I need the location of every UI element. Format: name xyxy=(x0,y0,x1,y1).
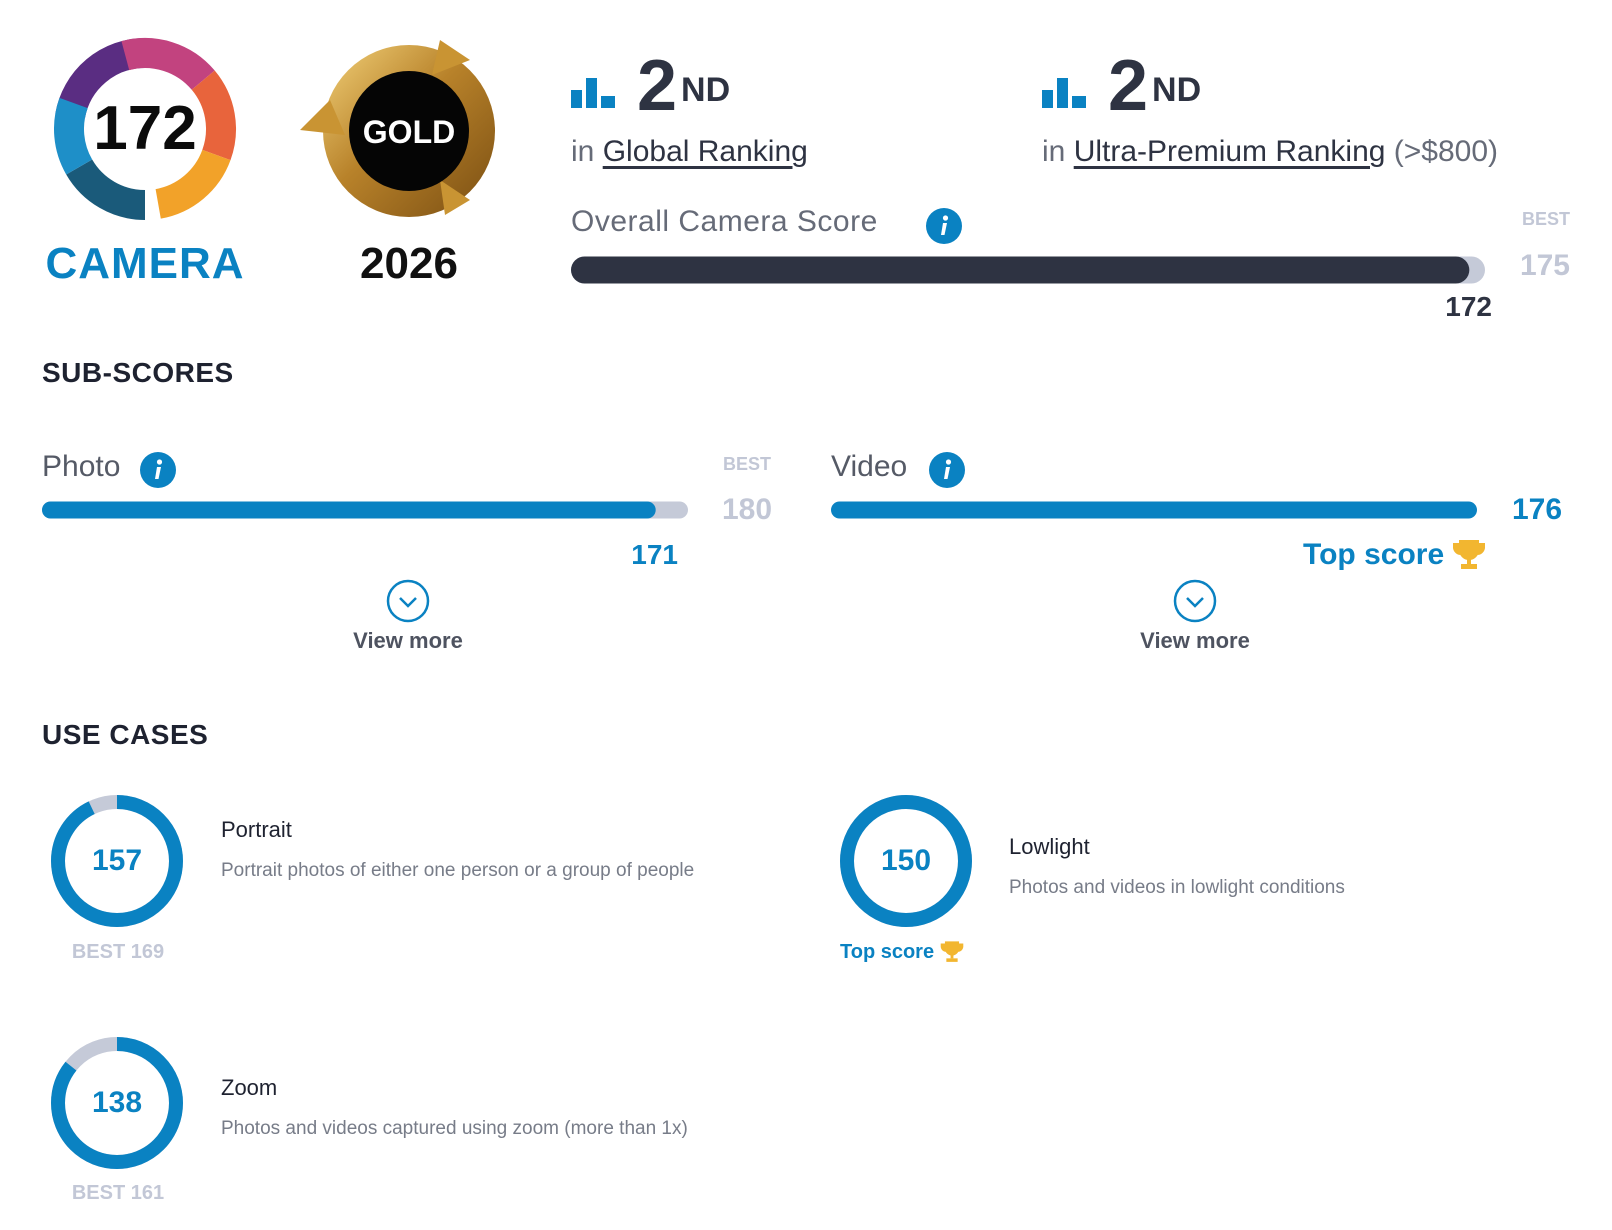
subscore-label: Photo xyxy=(42,450,121,483)
top-score-label: Top score xyxy=(840,941,935,963)
info-icon[interactable] xyxy=(926,208,962,244)
camera-badge xyxy=(54,38,236,220)
use-case-title: Lowlight xyxy=(1009,834,1090,859)
ranking-prefix: in xyxy=(571,135,595,168)
best-value: 175 xyxy=(1519,249,1570,282)
subscore-value: 176 xyxy=(1511,493,1563,526)
award-year: 2026 xyxy=(360,239,458,288)
overall-label: Overall Camera Score xyxy=(571,205,878,238)
ring-fill xyxy=(840,795,972,927)
ranking-prefix: in xyxy=(1042,135,1066,168)
ranking-line: in Global Ranking xyxy=(571,134,808,170)
ring-fill xyxy=(51,1037,183,1169)
rank-number: 2 xyxy=(637,46,678,126)
badge-score: 172 xyxy=(93,94,197,163)
rank-suffix: ND xyxy=(1152,71,1202,109)
use-case-best: BEST 161 xyxy=(0,1181,268,1205)
top-score-label: Top score xyxy=(1303,538,1445,571)
bar-fill xyxy=(831,501,1477,519)
rank-icon xyxy=(571,78,615,108)
trophy-icon xyxy=(1453,540,1486,569)
use-case-title: Portrait xyxy=(221,817,292,842)
info-icon[interactable] xyxy=(140,452,176,488)
use-case-title: Zoom xyxy=(221,1075,278,1100)
view-more-icon[interactable] xyxy=(1173,579,1217,623)
rank-number: 2 xyxy=(1108,46,1149,126)
view-more-icon[interactable] xyxy=(386,579,430,623)
subscore-value: 171 xyxy=(631,539,678,570)
badge-arc xyxy=(121,38,215,91)
best-value: 161 xyxy=(130,1182,165,1204)
use-case-score: 150 xyxy=(880,844,932,877)
rank-suffix: ND xyxy=(681,71,731,109)
ranking-link[interactable]: Global Ranking xyxy=(602,135,808,168)
badge-center xyxy=(85,69,205,189)
use-case-description: Photos and videos captured using zoom (m… xyxy=(221,1118,688,1139)
rank-icon xyxy=(1042,78,1086,108)
rank: 2 ND xyxy=(1108,50,1201,122)
use-case-description: Photos and videos in lowlight conditions xyxy=(1009,877,1345,898)
use-case-score: 157 xyxy=(91,844,143,877)
top-score: Top score xyxy=(1303,537,1486,573)
rank: 2 ND xyxy=(637,50,730,122)
badge-label: CAMERA xyxy=(45,239,245,288)
view-more[interactable]: View more xyxy=(1140,628,1250,653)
top-score: Top score xyxy=(840,940,964,964)
best-label: BEST xyxy=(722,454,771,474)
use-case-score: 138 xyxy=(91,1086,143,1119)
badge-arc xyxy=(154,149,231,219)
best-value: 169 xyxy=(130,941,165,963)
bar-fill xyxy=(571,256,1470,284)
overall-score: 172 xyxy=(1445,291,1492,322)
best-value: 180 xyxy=(721,493,773,526)
best-label: BEST xyxy=(71,1182,126,1204)
award-label: GOLD xyxy=(362,114,456,150)
badge-arc xyxy=(54,97,93,175)
ranking-line: in Ultra-Premium Ranking (>$800) xyxy=(1042,134,1498,170)
section-title: SUB-SCORES xyxy=(42,357,234,388)
ranking-note: (>$800) xyxy=(1393,135,1499,168)
subscore-label: Video xyxy=(831,450,908,483)
info-icon[interactable] xyxy=(929,452,965,488)
badge-arc xyxy=(191,70,236,161)
use-case-best: BEST 169 xyxy=(0,940,268,964)
best-label: BEST xyxy=(71,941,126,963)
trophy-icon xyxy=(940,941,964,962)
bar-fill xyxy=(42,501,656,519)
section-title: USE CASES xyxy=(42,719,209,750)
badge-arc xyxy=(66,158,146,220)
use-case-description: Portrait photos of either one person or … xyxy=(221,860,695,881)
view-more[interactable]: View more xyxy=(353,628,463,653)
ranking-link[interactable]: Ultra-Premium Ranking xyxy=(1073,135,1386,168)
ring-fill xyxy=(51,795,183,927)
award-badge xyxy=(300,40,495,217)
best-label: BEST xyxy=(1521,209,1570,229)
